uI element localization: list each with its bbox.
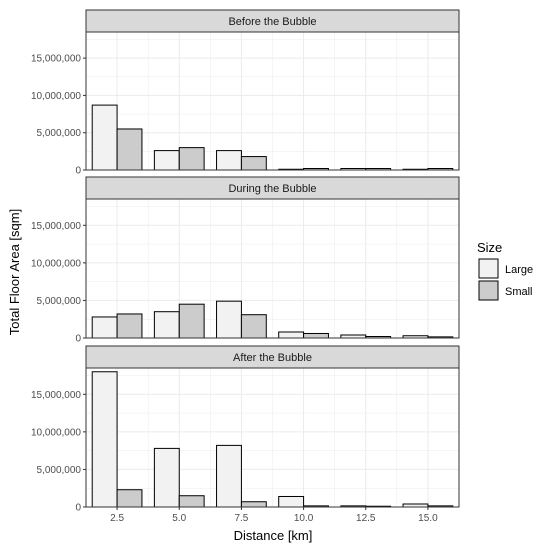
legend-label: Large	[505, 264, 533, 276]
facet-panels: Before the Bubble 0 5,000,000 10,000,000 15,…	[31, 9, 460, 514]
panel-border	[85, 198, 460, 339]
legend-item-large: Large	[478, 258, 533, 279]
bar-large	[91, 316, 118, 339]
bar-large	[153, 447, 180, 508]
bar-large	[153, 150, 180, 171]
bar-small	[116, 128, 143, 171]
y-tick-label: 0	[75, 166, 81, 177]
facet-panel: After the Bubble 0 5,000,000 10,000,000 15,0…	[31, 345, 460, 514]
panel-border	[85, 367, 460, 508]
panel-border	[85, 31, 460, 171]
legend-key	[478, 280, 499, 301]
y-tick-label: 15,000,000	[31, 221, 81, 232]
x-tick-label: 5.0	[172, 513, 186, 524]
legend-label: Small	[505, 286, 533, 298]
legend-item-small: Small	[478, 280, 533, 301]
legend-key	[478, 258, 499, 279]
x-tick-label: 7.5	[234, 513, 248, 524]
facet-title: After the Bubble	[233, 352, 312, 364]
y-tick-label: 5,000,000	[37, 128, 82, 139]
bar-large	[216, 150, 242, 171]
x-tick-label: 12.5	[356, 513, 376, 524]
facet-title: Before the Bubble	[228, 16, 316, 28]
bar-large	[91, 104, 118, 171]
bar-small	[303, 332, 329, 339]
bar-small	[116, 489, 143, 508]
facet-panel: Before the Bubble 0 5,000,000 10,000,000 15,…	[31, 9, 460, 177]
bar-small	[178, 495, 205, 508]
bar-small	[116, 313, 143, 339]
bar-large	[153, 311, 180, 339]
bar-small	[178, 303, 205, 339]
facet-panel: During the Bubble 0 5,000,000 10,000,000 15,…	[31, 176, 460, 345]
legend-title: Size	[477, 240, 502, 255]
bar-small	[240, 314, 267, 339]
y-tick-label: 10,000,000	[31, 91, 81, 102]
bar-small	[178, 147, 205, 171]
bar-large	[278, 331, 305, 339]
bar-large	[216, 444, 242, 508]
y-tick-label: 5,000,000	[37, 296, 82, 307]
x-axis-title: Distance [km]	[234, 528, 313, 543]
facet-title: During the Bubble	[228, 183, 316, 195]
x-tick-label: 2.5	[110, 513, 124, 524]
bar-small	[240, 156, 267, 171]
y-tick-label: 15,000,000	[31, 390, 81, 401]
y-tick-label: 15,000,000	[31, 54, 81, 65]
y-tick-label: 0	[75, 334, 81, 345]
y-tick-label: 0	[75, 503, 81, 514]
bar-large	[91, 371, 118, 508]
x-tick-label: 10.0	[294, 513, 314, 524]
bar-small	[240, 501, 267, 508]
bar-large	[216, 300, 242, 339]
x-axis: 2.5 5.0 7.5 10.0 12.5 15.0	[110, 507, 438, 524]
bar-large	[278, 495, 305, 508]
legend: Size Large Small	[477, 240, 533, 301]
y-tick-label: 5,000,000	[37, 465, 82, 476]
x-tick-label: 15.0	[418, 513, 438, 524]
y-axis-title: Total Floor Area [sqm]	[7, 209, 22, 335]
y-tick-label: 10,000,000	[31, 427, 81, 438]
y-tick-label: 10,000,000	[31, 258, 81, 269]
